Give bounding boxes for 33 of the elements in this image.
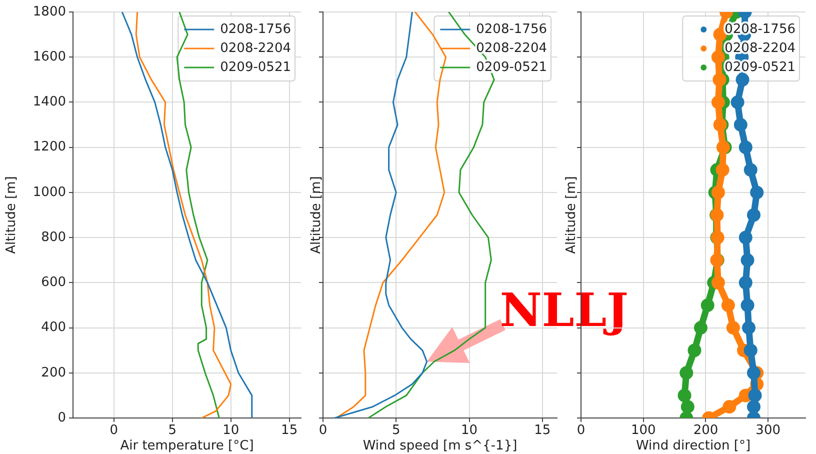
x-tick-label: 15 [281, 423, 298, 438]
y-tick-label: 1800 [32, 4, 66, 20]
x-tick-label: 300 [756, 423, 780, 438]
legend-label: 0208-2204 [476, 40, 547, 56]
x-axis-title: Wind direction [°] [636, 438, 751, 454]
x-tick-label: 200 [693, 423, 718, 438]
x-tick-label: 10 [222, 423, 240, 438]
legend-label: 0209-0521 [220, 60, 291, 75]
x-axis-title: Air temperature [°C] [120, 438, 254, 454]
y-tick-label: 1600 [32, 49, 66, 64]
y-axis-title: Altitude [m] [309, 176, 324, 254]
x-tick-label: 15 [534, 423, 551, 438]
y-tick-label: 0 [58, 410, 66, 426]
x-tick-label: 5 [168, 423, 177, 438]
x-tick-label: 5 [392, 423, 400, 438]
y-tick-label: 1400 [32, 94, 66, 110]
legend-label: 0208-1756 [476, 22, 547, 37]
y-tick-label: 1200 [32, 140, 66, 155]
x-tick-label: 100 [630, 423, 656, 438]
y-tick-label: 400 [41, 320, 66, 336]
legend-label: 0208-2204 [220, 40, 291, 56]
y-tick-label: 600 [41, 275, 66, 290]
y-axis-title: Altitude [m] [564, 176, 580, 254]
y-tick-label: 1000 [32, 184, 66, 200]
x-tick-label: 10 [460, 423, 478, 438]
x-tick-label: 0 [318, 423, 328, 438]
y-axis-title: Altitude [m] [4, 176, 20, 254]
legend-label: 0208-1756 [220, 22, 291, 37]
y-tick-label: 800 [41, 230, 66, 245]
x-tick-label: 0 [576, 423, 586, 438]
y-tick-label: 200 [41, 365, 66, 380]
x-axis-title: Wind speed [m s^{-1}] [362, 438, 518, 454]
x-tick-label: 0 [110, 423, 118, 438]
